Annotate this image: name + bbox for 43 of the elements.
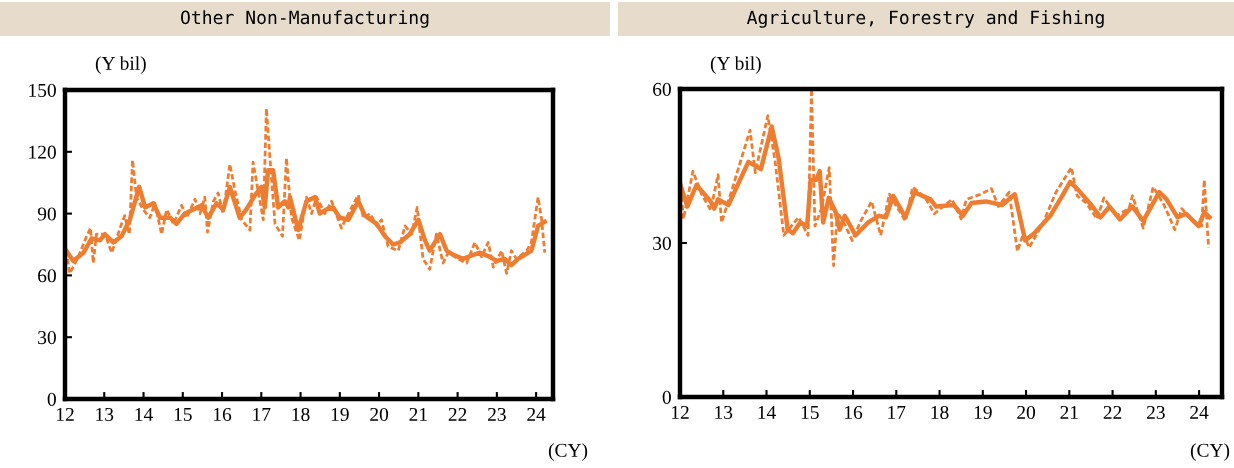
x-tick-label: 15 — [174, 407, 192, 422]
chart-title: Agriculture, Forestry and Fishing — [746, 10, 1104, 28]
x-tick-label: 17 — [253, 407, 271, 421]
x-tick-label: 20 — [370, 407, 389, 422]
y-tick-label: 60 — [38, 269, 56, 283]
x-tick-label: 15 — [801, 405, 819, 420]
x-tick-label: 13 — [96, 407, 114, 422]
x-tick-label: 24 — [527, 407, 546, 421]
y-tick-label: 120 — [29, 145, 56, 159]
x-tick-label: 23 — [1146, 405, 1165, 420]
y-tick-label: 0 — [662, 390, 671, 404]
x-tick-label: 16 — [845, 405, 863, 420]
y-tick-label: 30 — [653, 236, 671, 250]
x-tick-label: 21 — [1060, 405, 1078, 419]
x-tick-label: 23 — [487, 407, 506, 422]
y-tick-label: 90 — [37, 207, 56, 221]
x-tick-label: 24 — [1190, 405, 1209, 419]
y-tick-label: 60 — [653, 82, 671, 96]
x-tick-label: 22 — [448, 407, 467, 421]
line-series — [65, 107, 547, 275]
x-tick-label: 22 — [1103, 405, 1122, 419]
chart-title: Other Non-Manufacturing — [181, 10, 429, 28]
x-tick-label: 19 — [331, 407, 349, 422]
text: (CY) — [1190, 443, 1230, 461]
x-tick-label: 12 — [56, 407, 74, 421]
text: (Y bil) — [95, 56, 146, 74]
line-series — [680, 89, 1210, 267]
x-tick-label: 21 — [409, 407, 427, 421]
x-tick-label: 19 — [974, 405, 992, 420]
x-tick-label: 14 — [758, 405, 776, 419]
x-tick-label: 18 — [292, 407, 310, 422]
x-tick-label: 13 — [715, 405, 733, 420]
x-tick-label: 17 — [888, 405, 906, 419]
x-tick-label: 16 — [214, 407, 232, 422]
y-tick-label: 0 — [47, 392, 56, 406]
x-tick-label: 14 — [135, 407, 153, 421]
text: (CY) — [548, 443, 588, 461]
x-tick-label: 18 — [931, 405, 949, 420]
y-tick-label: 150 — [29, 83, 56, 97]
x-tick-label: 12 — [671, 405, 689, 419]
x-tick-label: 20 — [1017, 405, 1036, 420]
y-tick-label: 30 — [38, 331, 56, 345]
text: (Y bil) — [710, 56, 761, 74]
